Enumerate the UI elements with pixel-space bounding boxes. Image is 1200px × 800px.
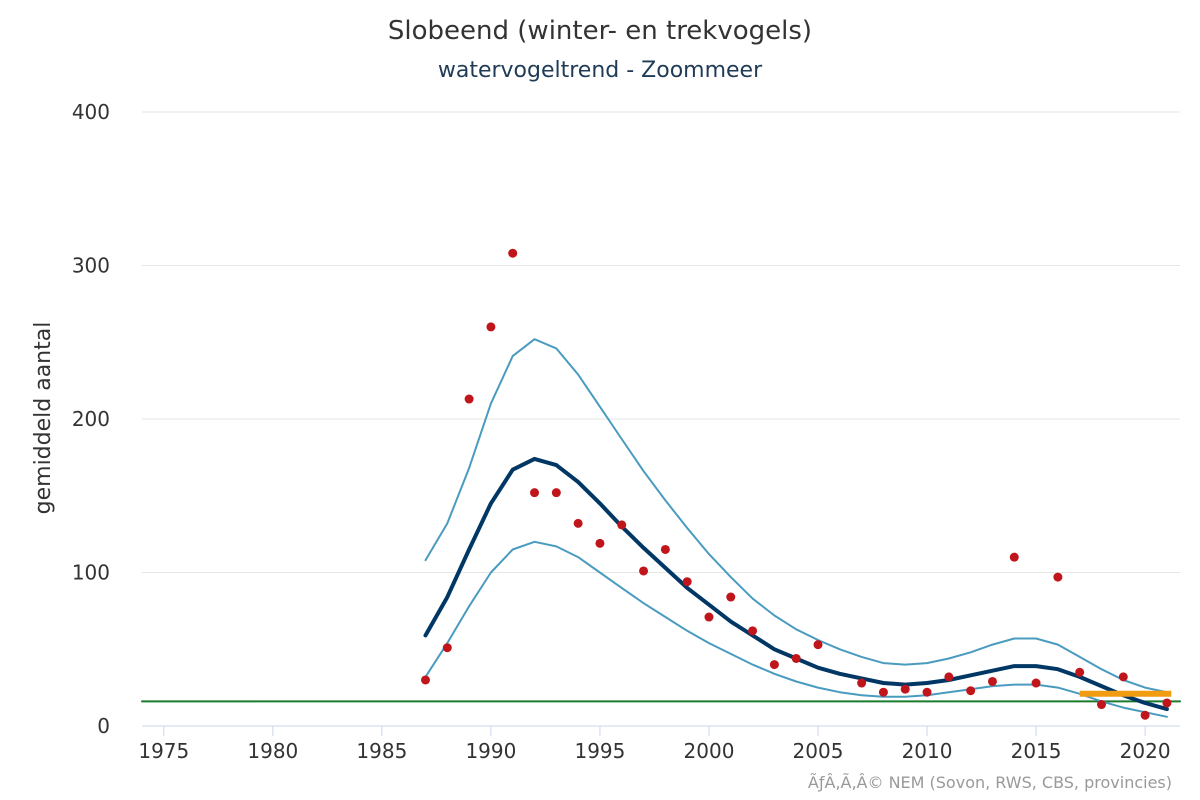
x-axis: 1975 1980 1985 1990 1995 2000 2005 2010 2015 2020 [138, 725, 1180, 763]
y-tick-label: 100 [72, 561, 110, 585]
x-tick-label: 1980 [247, 739, 298, 763]
observed-point [508, 248, 518, 258]
chart-subtitle: watervogeltrend - Zoommeer [437, 58, 763, 83]
observed-point [420, 675, 430, 685]
observed-point [726, 592, 736, 602]
gridlines [142, 111, 1180, 573]
observed-point [1140, 710, 1150, 720]
y-tick-label: 400 [72, 100, 110, 124]
x-tick-label: 2020 [1120, 739, 1171, 763]
observed-point [813, 640, 823, 650]
observed-point [442, 643, 452, 653]
y-tick-label: 200 [72, 407, 110, 431]
observed-point [966, 686, 976, 696]
observed-point [1096, 700, 1106, 710]
observed-point [987, 676, 997, 686]
chart-title: Slobeend (winter- en trekvogels) [387, 16, 813, 46]
observed-point [791, 653, 801, 663]
observed-point [595, 538, 605, 548]
x-tick-label: 2010 [902, 739, 953, 763]
x-tick-label: 2015 [1011, 739, 1062, 763]
observed-point [464, 394, 474, 404]
x-tick-label: 1990 [465, 739, 516, 763]
series [141, 248, 1181, 720]
observed-point [617, 520, 627, 530]
observed-point [769, 660, 779, 670]
observed-point [660, 544, 670, 554]
observed-point [1118, 672, 1128, 682]
x-tick-label: 1975 [138, 739, 189, 763]
y-axis: 0 100 200 300 400 [72, 100, 110, 738]
observed-point [1162, 698, 1172, 708]
observed-point [1009, 552, 1019, 562]
x-tick-label: 2000 [684, 739, 735, 763]
observed-point [857, 678, 867, 688]
y-axis-label: gemiddeld aantal [31, 322, 56, 515]
observed-point [639, 566, 649, 576]
observed-point [530, 488, 540, 498]
y-tick-label: 300 [72, 254, 110, 278]
upper-bound-line [424, 338, 1168, 694]
observed-point [1053, 572, 1063, 582]
observed-point [748, 626, 758, 636]
observed-point [900, 684, 910, 694]
observed-point [486, 322, 496, 332]
observed-point [878, 687, 888, 697]
observed-point [922, 687, 932, 697]
observed-point [1031, 678, 1041, 688]
observed-point [944, 672, 954, 682]
observed-point [551, 488, 561, 498]
y-tick-label: 0 [97, 714, 110, 738]
x-tick-label: 2005 [793, 739, 844, 763]
observed-point [682, 577, 692, 587]
observed-point [1075, 667, 1085, 677]
lower-bound-line [424, 540, 1168, 718]
observed-point [573, 518, 583, 528]
observed-point [704, 612, 714, 622]
x-tick-label: 1985 [356, 739, 407, 763]
x-tick-label: 1995 [574, 739, 625, 763]
credits: ÃƒÂ‚Ã‚Â© NEM (Sovon, RWS, CBS, provincie… [807, 773, 1172, 792]
